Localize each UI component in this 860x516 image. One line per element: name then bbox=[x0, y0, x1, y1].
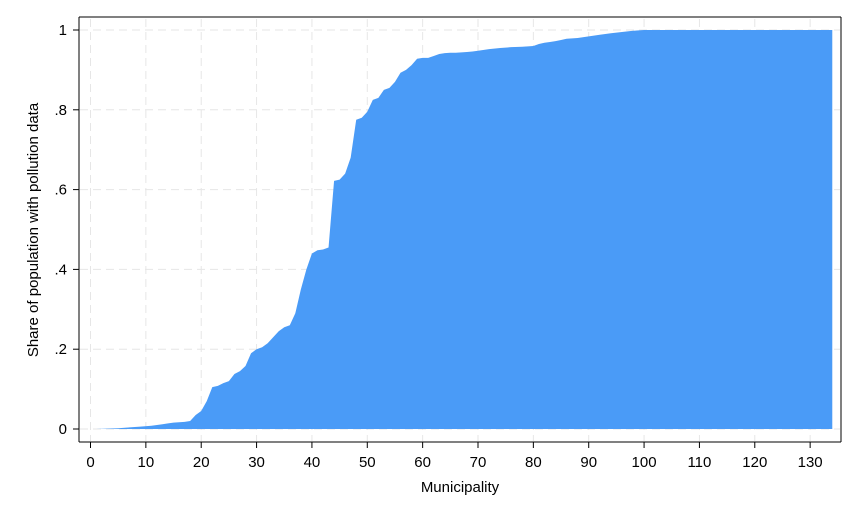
x-tick-label: 90 bbox=[580, 454, 597, 471]
x-axis-ticks: 0 10 20 30 40 50 60 70 80 90 100 110 120 130 bbox=[86, 442, 823, 471]
x-tick-label: 130 bbox=[798, 454, 823, 471]
x-tick-label: 40 bbox=[304, 454, 321, 471]
y-tick-label: .2 bbox=[54, 341, 67, 358]
x-tick-label: 70 bbox=[470, 454, 487, 471]
x-tick-label: 30 bbox=[248, 454, 265, 471]
x-tick-label: 80 bbox=[525, 454, 542, 471]
y-tick-label: 0 bbox=[59, 421, 67, 438]
x-tick-label: 60 bbox=[414, 454, 431, 471]
x-tick-label: 120 bbox=[742, 454, 767, 471]
y-axis-ticks: 0 .2 .4 .6 .8 1 bbox=[54, 22, 79, 438]
y-tick-label: .6 bbox=[54, 182, 67, 199]
y-tick-label: .4 bbox=[54, 261, 67, 278]
x-tick-label: 20 bbox=[193, 454, 210, 471]
x-tick-label: 100 bbox=[632, 454, 657, 471]
x-axis-title: Municipality bbox=[421, 479, 500, 496]
y-tick-label: .8 bbox=[54, 102, 67, 119]
y-axis-title: Share of population with pollution data bbox=[25, 102, 42, 357]
cumulative-share-area bbox=[96, 30, 833, 429]
x-tick-label: 110 bbox=[687, 454, 711, 471]
x-tick-label: 0 bbox=[86, 454, 94, 471]
x-tick-label: 10 bbox=[138, 454, 155, 471]
x-tick-label: 50 bbox=[359, 454, 376, 471]
y-tick-label: 1 bbox=[59, 22, 67, 39]
axes bbox=[78, 16, 842, 443]
